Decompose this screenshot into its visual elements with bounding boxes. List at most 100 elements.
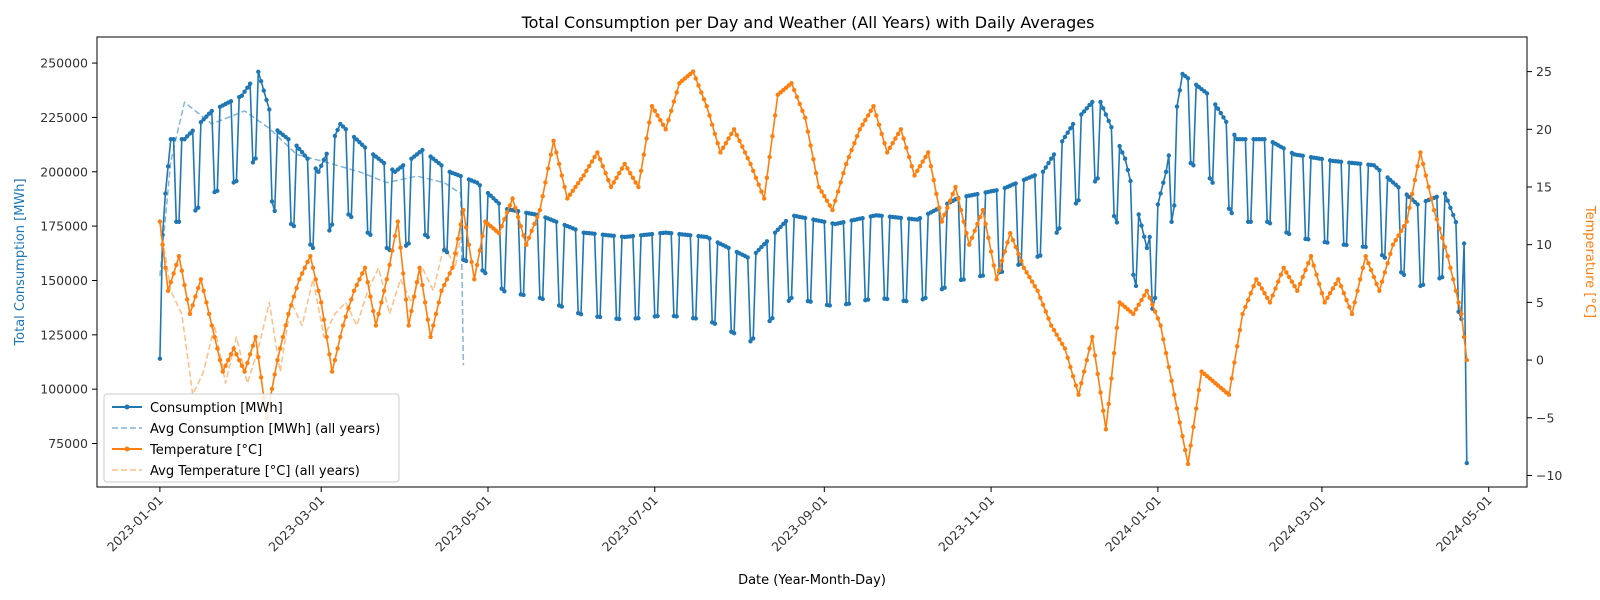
data-point <box>360 142 365 147</box>
data-point <box>381 160 387 166</box>
data-point <box>745 255 750 260</box>
data-point <box>1352 300 1357 305</box>
series-line <box>159 101 465 366</box>
data-point <box>759 189 764 194</box>
data-point <box>1300 153 1306 158</box>
data-point <box>360 271 365 276</box>
data-point <box>444 250 450 255</box>
data-point <box>1005 240 1010 245</box>
data-point <box>1426 184 1431 190</box>
data-point <box>1442 244 1448 250</box>
data-point <box>453 251 458 256</box>
data-point <box>1399 228 1404 233</box>
data-point <box>617 171 622 176</box>
data-point <box>997 267 1002 273</box>
legend-box <box>103 393 400 483</box>
data-point <box>226 357 231 363</box>
data-point <box>450 265 455 270</box>
data-point <box>275 357 280 363</box>
data-point <box>250 343 256 348</box>
data-point <box>980 273 986 278</box>
plot-frame <box>96 36 1528 488</box>
data-point <box>436 300 441 305</box>
data-point <box>638 168 644 173</box>
data-point <box>496 201 502 206</box>
data-point <box>1445 198 1450 203</box>
data-point <box>299 271 305 276</box>
data-point <box>898 127 904 132</box>
data-point <box>1013 181 1018 186</box>
data-point <box>753 250 759 256</box>
data-point <box>1092 179 1098 184</box>
data-point <box>720 145 726 150</box>
data-point <box>636 184 641 190</box>
data-point <box>1120 150 1125 155</box>
data-point <box>1267 221 1273 226</box>
data-point <box>917 216 923 221</box>
data-point <box>595 150 600 155</box>
data-point <box>187 131 193 136</box>
legend-label-temperature: Temperature [°C] <box>149 443 262 458</box>
data-point <box>923 154 928 160</box>
data-point <box>1297 281 1303 287</box>
data-point <box>187 311 193 317</box>
data-point <box>1019 258 1024 263</box>
y-left-tick-label: 100000 <box>40 382 88 397</box>
x-tick-label: 2024-01-01 <box>1102 493 1164 555</box>
data-point <box>1073 383 1079 388</box>
data-point <box>1377 168 1382 173</box>
data-point <box>193 208 198 213</box>
data-point <box>1185 461 1191 467</box>
data-point <box>729 131 734 137</box>
data-point <box>507 203 513 208</box>
data-point <box>895 131 901 137</box>
data-point <box>876 122 882 127</box>
data-point <box>351 134 357 140</box>
data-point <box>885 296 890 302</box>
data-point <box>1147 295 1152 300</box>
data-point <box>458 222 463 227</box>
data-point <box>964 231 969 236</box>
data-point <box>857 127 862 132</box>
data-point <box>1300 274 1306 280</box>
data-point <box>239 363 245 368</box>
data-point <box>1144 288 1150 293</box>
data-point <box>529 228 534 233</box>
data-point <box>1325 295 1330 300</box>
data-point <box>433 311 439 317</box>
data-point <box>731 331 737 336</box>
data-point <box>335 127 340 133</box>
data-point <box>463 258 469 264</box>
data-point <box>234 352 239 357</box>
data-point <box>710 122 715 127</box>
data-point <box>1087 346 1092 351</box>
data-point <box>636 316 641 321</box>
data-point <box>1401 272 1407 277</box>
data-point <box>565 196 570 201</box>
data-point <box>461 207 466 213</box>
data-point <box>1076 198 1081 203</box>
data-point <box>1163 351 1169 356</box>
data-point <box>822 194 827 199</box>
data-point <box>1235 344 1240 349</box>
data-point <box>1256 281 1262 287</box>
data-point <box>649 104 655 109</box>
data-point <box>283 323 288 328</box>
data-point <box>1265 295 1270 300</box>
data-point <box>160 242 165 247</box>
data-point <box>794 94 800 100</box>
data-point <box>537 207 543 213</box>
data-point <box>715 141 720 146</box>
data-point <box>786 298 791 303</box>
data-point <box>655 113 660 118</box>
data-point <box>332 133 338 139</box>
data-point <box>975 221 980 227</box>
data-point <box>239 93 245 98</box>
data-point <box>157 219 163 224</box>
data-point <box>969 235 975 240</box>
data-point <box>343 314 348 319</box>
data-point <box>928 164 934 169</box>
data-point <box>532 221 537 227</box>
data-point <box>701 97 707 102</box>
data-point <box>302 265 307 270</box>
